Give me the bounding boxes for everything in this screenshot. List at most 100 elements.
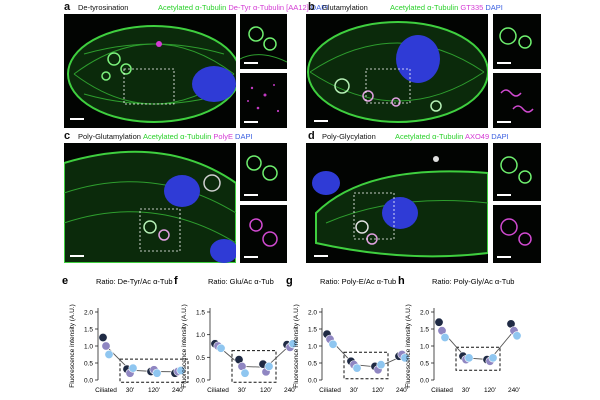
x-tick-label: 120' — [260, 387, 272, 394]
y-tick-label: 0.5 — [308, 361, 317, 368]
chart-label: h — [398, 275, 405, 287]
mean-line — [329, 338, 403, 368]
data-point — [512, 331, 522, 341]
micrograph-inset-magenta — [240, 205, 287, 263]
panel-d-title: Poly-Glycylation — [322, 132, 376, 141]
stain-dapi: DAPI — [485, 3, 503, 12]
chart-label: f — [174, 275, 178, 287]
chart-g: g Ratio: Poly-E/Ac α-Tub 0.0 0.5 1.0 1.5 2.0 Fl… — [286, 275, 410, 394]
stain-ptm: AXO49 — [464, 132, 490, 141]
y-tick-label: 0.0 — [196, 378, 205, 385]
data-point — [400, 353, 410, 363]
x-tick-label: Ciliated — [207, 387, 229, 394]
data-point — [488, 353, 498, 363]
stain-acetylated: Acetylated α-Tubulin — [143, 132, 212, 141]
chart-title: Ratio: Poly-Gly/Ac α-Tub — [432, 277, 514, 286]
chart-label: g — [286, 275, 293, 287]
y-tick-label: 1.0 — [420, 344, 429, 351]
stain-ptm: De-Tyr α-Tubulin [AA12] — [228, 3, 309, 12]
chart-f: f Ratio: Glu/Ac α-Tub 0.0 0.5 1.0 1.5 Fluoresc… — [174, 275, 298, 394]
micrograph-main — [306, 143, 488, 263]
panel-d-label: d — [308, 130, 315, 142]
panel-a-title: De-tyrosination — [78, 3, 129, 12]
y-tick-label: 0.5 — [84, 361, 93, 368]
y-tick-label: 1.5 — [420, 327, 429, 334]
x-tick-label: 120' — [484, 387, 496, 394]
y-tick-label: 0.5 — [196, 355, 205, 362]
micrograph-inset-green — [240, 143, 287, 201]
x-tick-label: 240' — [172, 387, 184, 394]
stain-acetylated: Acetylated α-Tubulin — [158, 3, 227, 12]
highlight-box — [343, 351, 389, 380]
data-point — [240, 368, 250, 378]
stain-acetylated: Acetylated α-Tubulin — [395, 132, 464, 141]
chart-title: Ratio: Glu/Ac α-Tub — [208, 277, 274, 286]
y-tick-label: 0.5 — [420, 361, 429, 368]
stain-ptm: GT335 — [460, 3, 484, 12]
y-tick-label: 1.5 — [84, 327, 93, 334]
y-axis-label: Fluorescence intensity (A.U.) — [69, 304, 76, 387]
micrograph-inset-magenta — [493, 205, 541, 263]
panel-d-stains: Acetylated α-Tubulin AXO49 DAPI — [395, 132, 509, 141]
micrograph-main — [64, 14, 236, 128]
data-point — [376, 360, 386, 370]
highlight-box — [119, 358, 189, 383]
x-tick-label: 120' — [148, 387, 160, 394]
micrograph-inset-magenta — [493, 73, 541, 128]
panel-c-title: Poly-Glutamylation — [78, 132, 141, 141]
stain-ptm: PolyE — [213, 132, 233, 141]
chart-e: e Ratio: De-Tyr/Ac α-Tub 0.0 0.5 1.0 1.5 2.0 Fl… — [62, 275, 189, 394]
data-point — [152, 368, 162, 378]
mean-line — [105, 345, 179, 373]
chart-title: Ratio: Poly-E/Ac α-Tub — [320, 277, 396, 286]
panel-d: d Poly-Glycylation Acetylated α-Tubulin … — [300, 130, 600, 265]
stain-dapi: DAPI — [235, 132, 253, 141]
y-tick-label: 1.5 — [196, 310, 205, 317]
stain-dapi: DAPI — [310, 3, 329, 12]
panel-a: a De-tyrosination Acetylated α-Tubulin D… — [0, 0, 328, 130]
y-axis-label: Fluorescence intensity (A.U.) — [293, 304, 300, 387]
x-tick-label: Ciliated — [431, 387, 453, 394]
data-point — [328, 339, 338, 349]
chart-label: e — [62, 275, 68, 287]
x-tick-label: 30' — [462, 387, 470, 394]
panel-b: b Glutamylation Acetylated α-Tubulin GT3… — [300, 0, 600, 130]
x-tick-label: 240' — [508, 387, 520, 394]
y-tick-label: 0.0 — [84, 378, 93, 385]
data-point — [434, 317, 444, 327]
data-point — [216, 343, 226, 353]
mean-line — [217, 344, 291, 368]
y-tick-label: 1.5 — [308, 327, 317, 334]
data-point — [104, 350, 114, 360]
highlight-box — [455, 346, 501, 371]
y-axis-label: Fluorescence intensity (A.U.) — [405, 304, 412, 387]
panel-c: c Poly-Glutamylation Acetylated α-Tubuli… — [0, 130, 300, 265]
y-tick-label: 2.0 — [308, 310, 317, 317]
micrograph-inset-magenta — [240, 73, 287, 128]
panel-a-label: a — [64, 1, 71, 13]
data-point — [128, 363, 138, 373]
panel-b-label: b — [308, 1, 315, 13]
data-point — [101, 341, 111, 351]
x-tick-label: 120' — [372, 387, 384, 394]
data-point — [352, 363, 362, 373]
y-tick-label: 1.0 — [84, 344, 93, 351]
data-point — [98, 332, 108, 342]
micrograph-main — [306, 14, 488, 128]
panel-a-stains: Acetylated α-Tubulin De-Tyr α-Tubulin [A… — [158, 3, 328, 12]
x-tick-label: 30' — [238, 387, 246, 394]
x-tick-label: Ciliated — [319, 387, 341, 394]
data-point — [288, 339, 298, 349]
data-point — [264, 361, 274, 371]
y-tick-label: 1.0 — [308, 344, 317, 351]
micrograph-inset-green — [493, 14, 541, 69]
panel-b-title: Glutamylation — [322, 3, 368, 12]
x-tick-label: 240' — [396, 387, 408, 394]
mean-line — [441, 330, 515, 361]
y-tick-label: 2.0 — [84, 310, 93, 317]
micrograph-inset-green — [493, 143, 541, 201]
data-point — [440, 332, 450, 342]
y-tick-label: 1.0 — [196, 332, 205, 339]
x-tick-label: 30' — [350, 387, 358, 394]
x-tick-label: 30' — [126, 387, 134, 394]
